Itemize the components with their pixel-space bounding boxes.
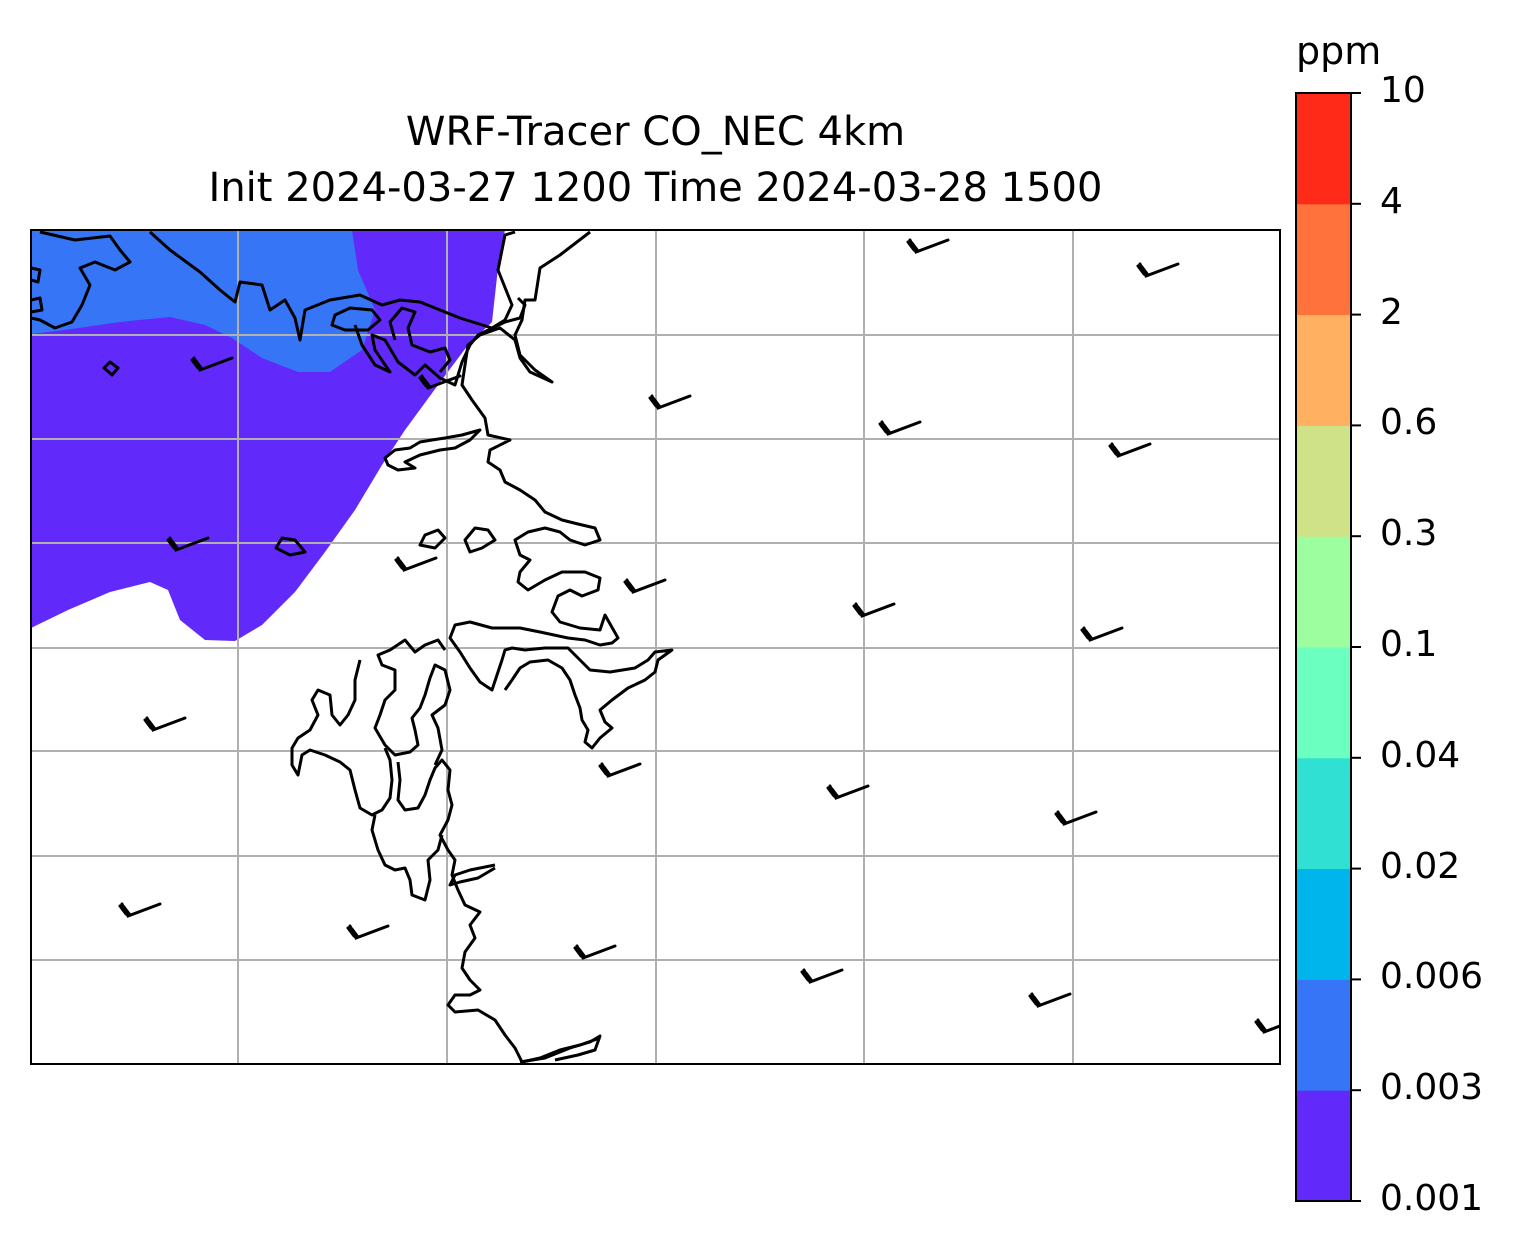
- wind-barb: [826, 784, 870, 800]
- coastline-north-shore-2: [148, 230, 516, 342]
- lat-lon-gridlines: [31, 230, 1280, 1064]
- wind-barb: [346, 924, 390, 940]
- colorbar-segment: [1296, 868, 1351, 980]
- coastline-central-channel: [396, 758, 601, 1064]
- coastline-north-shore-3: [31, 266, 44, 314]
- wind-barb: [118, 902, 162, 918]
- wind-barb: [906, 238, 950, 254]
- peninsula-north: [353, 296, 527, 387]
- colorbar-tick-label: 0.6: [1380, 402, 1438, 444]
- colorbar-frame: [1295, 92, 1352, 1202]
- map-title-line-1: WRF-Tracer CO_NEC 4km: [405, 109, 906, 155]
- colorbar-segment: [1296, 314, 1351, 426]
- wind-barb: [418, 374, 462, 390]
- tracer-field-level-0-003: [31, 230, 375, 372]
- wind-barb: [394, 556, 438, 572]
- colorbar-tick-label: 0.006: [1380, 956, 1484, 998]
- colorbar-tick-label: 0.3: [1380, 513, 1438, 555]
- wind-barb: [1254, 1018, 1280, 1034]
- coastline-south-spit: [448, 863, 496, 887]
- map-frame: [30, 229, 1281, 1065]
- wind-barb: [1080, 626, 1124, 642]
- tracer-field-level-0-001: [31, 230, 505, 641]
- colorbar-tick-label: 0.04: [1380, 734, 1461, 776]
- island-north: [330, 306, 382, 332]
- colorbar-tick-label: 0.02: [1380, 845, 1461, 887]
- colorbar-segment: [1296, 425, 1351, 537]
- coastlines: [31, 230, 674, 1064]
- colorbar-segment: [1296, 203, 1351, 316]
- colorbar-tick-label: 4: [1380, 180, 1403, 222]
- island-bay-1: [418, 528, 447, 550]
- wind-barb: [190, 356, 234, 372]
- colorbar-segment: [1296, 1090, 1351, 1202]
- map-area: [31, 230, 1280, 1064]
- inlet-north: [388, 306, 452, 373]
- coastline-west-delta: [373, 638, 452, 766]
- wind-barb: [1108, 442, 1152, 458]
- colorbar-segment: [1296, 93, 1351, 205]
- wind-barb: [1028, 992, 1072, 1008]
- wind-barb: [852, 602, 896, 618]
- colorbar-tick-label: 0.001: [1380, 1178, 1484, 1219]
- colorbar-segment: [1296, 647, 1351, 759]
- colorbar-tick-label: 2: [1380, 291, 1403, 333]
- wind-barb: [1054, 810, 1098, 826]
- coastline-west-delta-2: [290, 659, 394, 817]
- wind-barb: [573, 944, 617, 960]
- wind-barb: [800, 968, 844, 984]
- colorbar-tick-label: 10: [1380, 70, 1426, 111]
- wind-barb: [143, 716, 187, 732]
- coastline-east-main: [448, 230, 674, 750]
- wind-barb: [166, 536, 210, 552]
- island-bay-2: [463, 526, 497, 554]
- map-title-line-2: Init 2024-03-27 1200 Time 2024-03-28 150…: [208, 165, 1103, 211]
- inner-bay-islands: [383, 428, 482, 472]
- wind-barb: [878, 420, 922, 436]
- coastline-north-shore: [31, 230, 132, 330]
- wind-barbs: [118, 238, 1280, 1034]
- wind-barb: [623, 578, 667, 594]
- colorbar-unit-label: ppm: [1296, 29, 1382, 73]
- colorbar-tick-label: 0.1: [1380, 624, 1438, 665]
- coastline-central-channel-2: [370, 814, 444, 902]
- colorbar: [1296, 92, 1361, 1202]
- coastline-south-spit-2: [519, 1034, 602, 1064]
- island-west-2: [102, 360, 120, 377]
- colorbar-tick-label: 0.003: [1380, 1067, 1484, 1109]
- wind-barb: [598, 762, 642, 778]
- colorbar-segment: [1296, 536, 1351, 648]
- colorbar-segment: [1296, 979, 1351, 1091]
- colorbar-segment: [1296, 757, 1351, 870]
- wind-barb: [648, 394, 692, 410]
- island-west: [274, 536, 307, 557]
- wind-barb: [1136, 262, 1180, 278]
